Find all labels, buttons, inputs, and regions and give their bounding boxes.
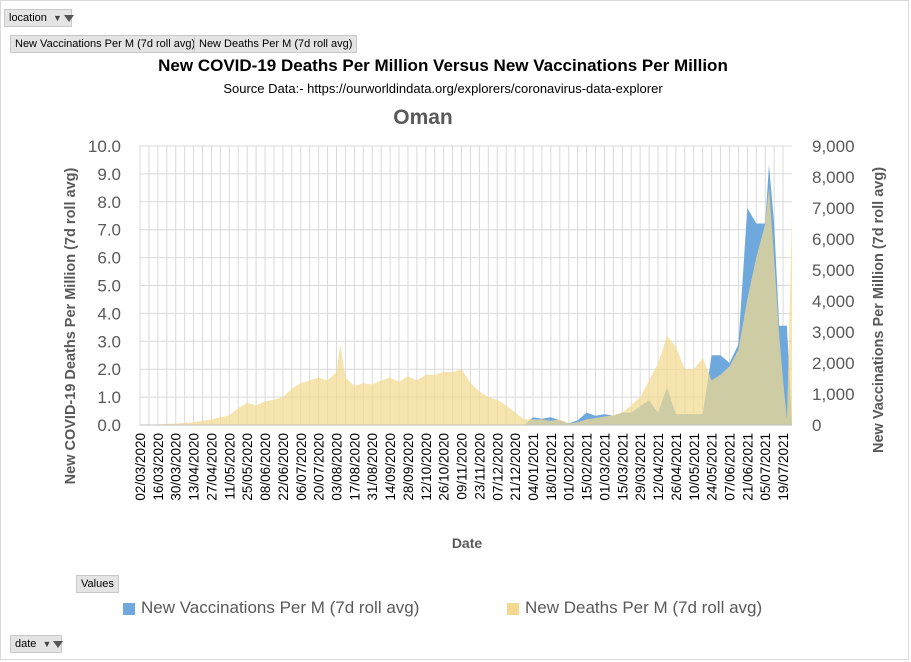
values-field-vaccinations[interactable]: New Vaccinations Per M (7d roll avg) <box>10 35 201 53</box>
x-tick-label: 28/09/2020 <box>401 433 416 501</box>
x-tick-label: 14/09/2020 <box>383 433 398 501</box>
y-left-tick-label: 3.0 <box>97 332 121 351</box>
x-tick-label: 17/08/2020 <box>347 433 362 501</box>
y-left-tick-label: 4.0 <box>97 304 121 323</box>
x-tick-label: 19/07/2021 <box>776 433 791 501</box>
x-tick-label: 05/07/2021 <box>758 433 773 501</box>
y-right-tick-label: 0 <box>812 416 821 435</box>
y-right-tick-label: 5,000 <box>812 261 855 280</box>
x-tick-label: 20/07/2020 <box>312 433 327 501</box>
legend-swatch-deaths <box>507 602 519 615</box>
x-tick-label: 02/03/2020 <box>133 433 148 501</box>
y-right-tick-label: 3,000 <box>812 323 855 342</box>
x-tick-label: 07/06/2021 <box>722 433 737 501</box>
x-tick-label: 31/08/2020 <box>365 433 380 501</box>
x-tick-label: 01/02/2021 <box>562 433 577 501</box>
y-left-tick-label: 9.0 <box>97 165 121 184</box>
x-tick-label: 07/12/2020 <box>490 433 505 501</box>
values-button-label: Values <box>81 578 114 590</box>
y-right-tick-label: 6,000 <box>812 230 855 249</box>
date-filter-label: date <box>15 638 37 650</box>
y-left-tick-label: 5.0 <box>97 277 121 296</box>
values-field-deaths[interactable]: New Deaths Per M (7d roll avg) <box>194 35 358 53</box>
x-tick-label: 01/03/2021 <box>597 433 612 501</box>
x-tick-label: 10/05/2021 <box>687 433 702 501</box>
x-tick-label: 21/12/2020 <box>508 433 523 501</box>
location-filter-label: location <box>9 12 47 24</box>
date-filter-button[interactable]: date ▼ <box>10 635 64 653</box>
x-tick-label: 27/04/2020 <box>204 433 219 501</box>
location-filter-button[interactable]: location ▼ <box>4 9 74 27</box>
filter-icon <box>53 640 64 648</box>
sort-arrow-icon: ▼ <box>52 13 62 23</box>
x-tick-label: 15/03/2021 <box>615 433 630 501</box>
page-title: New COVID-19 Deaths Per Million Versus N… <box>158 56 728 75</box>
legend-label-vaccinations: New Vaccinations Per M (7d roll avg) <box>141 598 420 617</box>
y-left-tick-label: 2.0 <box>97 360 121 379</box>
x-tick-label: 23/11/2020 <box>472 433 487 500</box>
values-button[interactable]: Values <box>76 575 119 593</box>
legend-label-deaths: New Deaths Per M (7d roll avg) <box>525 598 763 617</box>
x-tick-label: 03/08/2020 <box>329 433 344 501</box>
x-tick-label: 15/02/2021 <box>580 433 595 501</box>
y-right-tick-label: 4,000 <box>812 292 855 311</box>
x-tick-label: 12/04/2021 <box>651 433 666 501</box>
values-field-vaccinations-label: New Vaccinations Per M (7d roll avg) <box>15 38 196 50</box>
x-tick-label: 30/03/2020 <box>169 433 184 501</box>
x-tick-label: 26/04/2021 <box>669 433 684 501</box>
y-left-tick-label: 0.0 <box>97 416 121 435</box>
area-series-deaths <box>140 187 792 425</box>
x-tick-label: 16/03/2020 <box>151 433 166 501</box>
x-tick-label: 09/11/2020 <box>455 433 470 500</box>
x-tick-label: 22/06/2020 <box>276 433 291 501</box>
y-left-tick-label: 6.0 <box>97 249 121 268</box>
x-tick-label: 18/01/2021 <box>544 433 559 501</box>
y-right-tick-label: 1,000 <box>812 385 855 404</box>
x-tick-label: 12/10/2020 <box>419 433 434 501</box>
x-tick-label: 06/07/2020 <box>294 433 309 501</box>
filter-icon <box>63 14 74 22</box>
y-right-tick-label: 2,000 <box>812 354 855 373</box>
legend-item-vaccinations[interactable]: New Vaccinations Per M (7d roll avg) <box>123 598 419 618</box>
y-left-tick-label: 7.0 <box>97 221 121 240</box>
y-right-tick-label: 7,000 <box>812 199 855 218</box>
chart-title: Oman <box>393 106 453 129</box>
x-tick-label: 26/10/2020 <box>437 433 452 501</box>
legend-swatch-vaccinations <box>123 602 135 615</box>
x-tick-label: 29/03/2021 <box>633 433 648 501</box>
y-left-tick-label: 8.0 <box>97 193 121 212</box>
values-field-deaths-label: New Deaths Per M (7d roll avg) <box>199 38 353 50</box>
x-tick-label: 21/06/2021 <box>740 433 755 501</box>
x-tick-label: 13/04/2020 <box>187 433 202 501</box>
x-axis-label: Date <box>451 535 483 551</box>
x-tick-label: 04/01/2021 <box>526 433 541 501</box>
x-tick-label: 08/06/2020 <box>258 433 273 501</box>
legend: New Vaccinations Per M (7d roll avg) New… <box>0 598 911 622</box>
x-tick-label: 11/05/2020 <box>222 433 237 500</box>
source-note: Source Data:- https://ourworldindata.org… <box>223 81 663 96</box>
legend-item-deaths[interactable]: New Deaths Per M (7d roll avg) <box>507 598 762 618</box>
y-right-tick-label: 9,000 <box>812 137 855 156</box>
y-right-tick-label: 8,000 <box>812 168 855 187</box>
y-left-tick-label: 1.0 <box>97 388 121 407</box>
x-tick-label: 25/05/2020 <box>240 433 255 501</box>
x-tick-label: 24/05/2021 <box>705 433 720 501</box>
sort-arrow-icon: ▼ <box>42 639 52 649</box>
y-left-tick-label: 10.0 <box>88 137 121 156</box>
